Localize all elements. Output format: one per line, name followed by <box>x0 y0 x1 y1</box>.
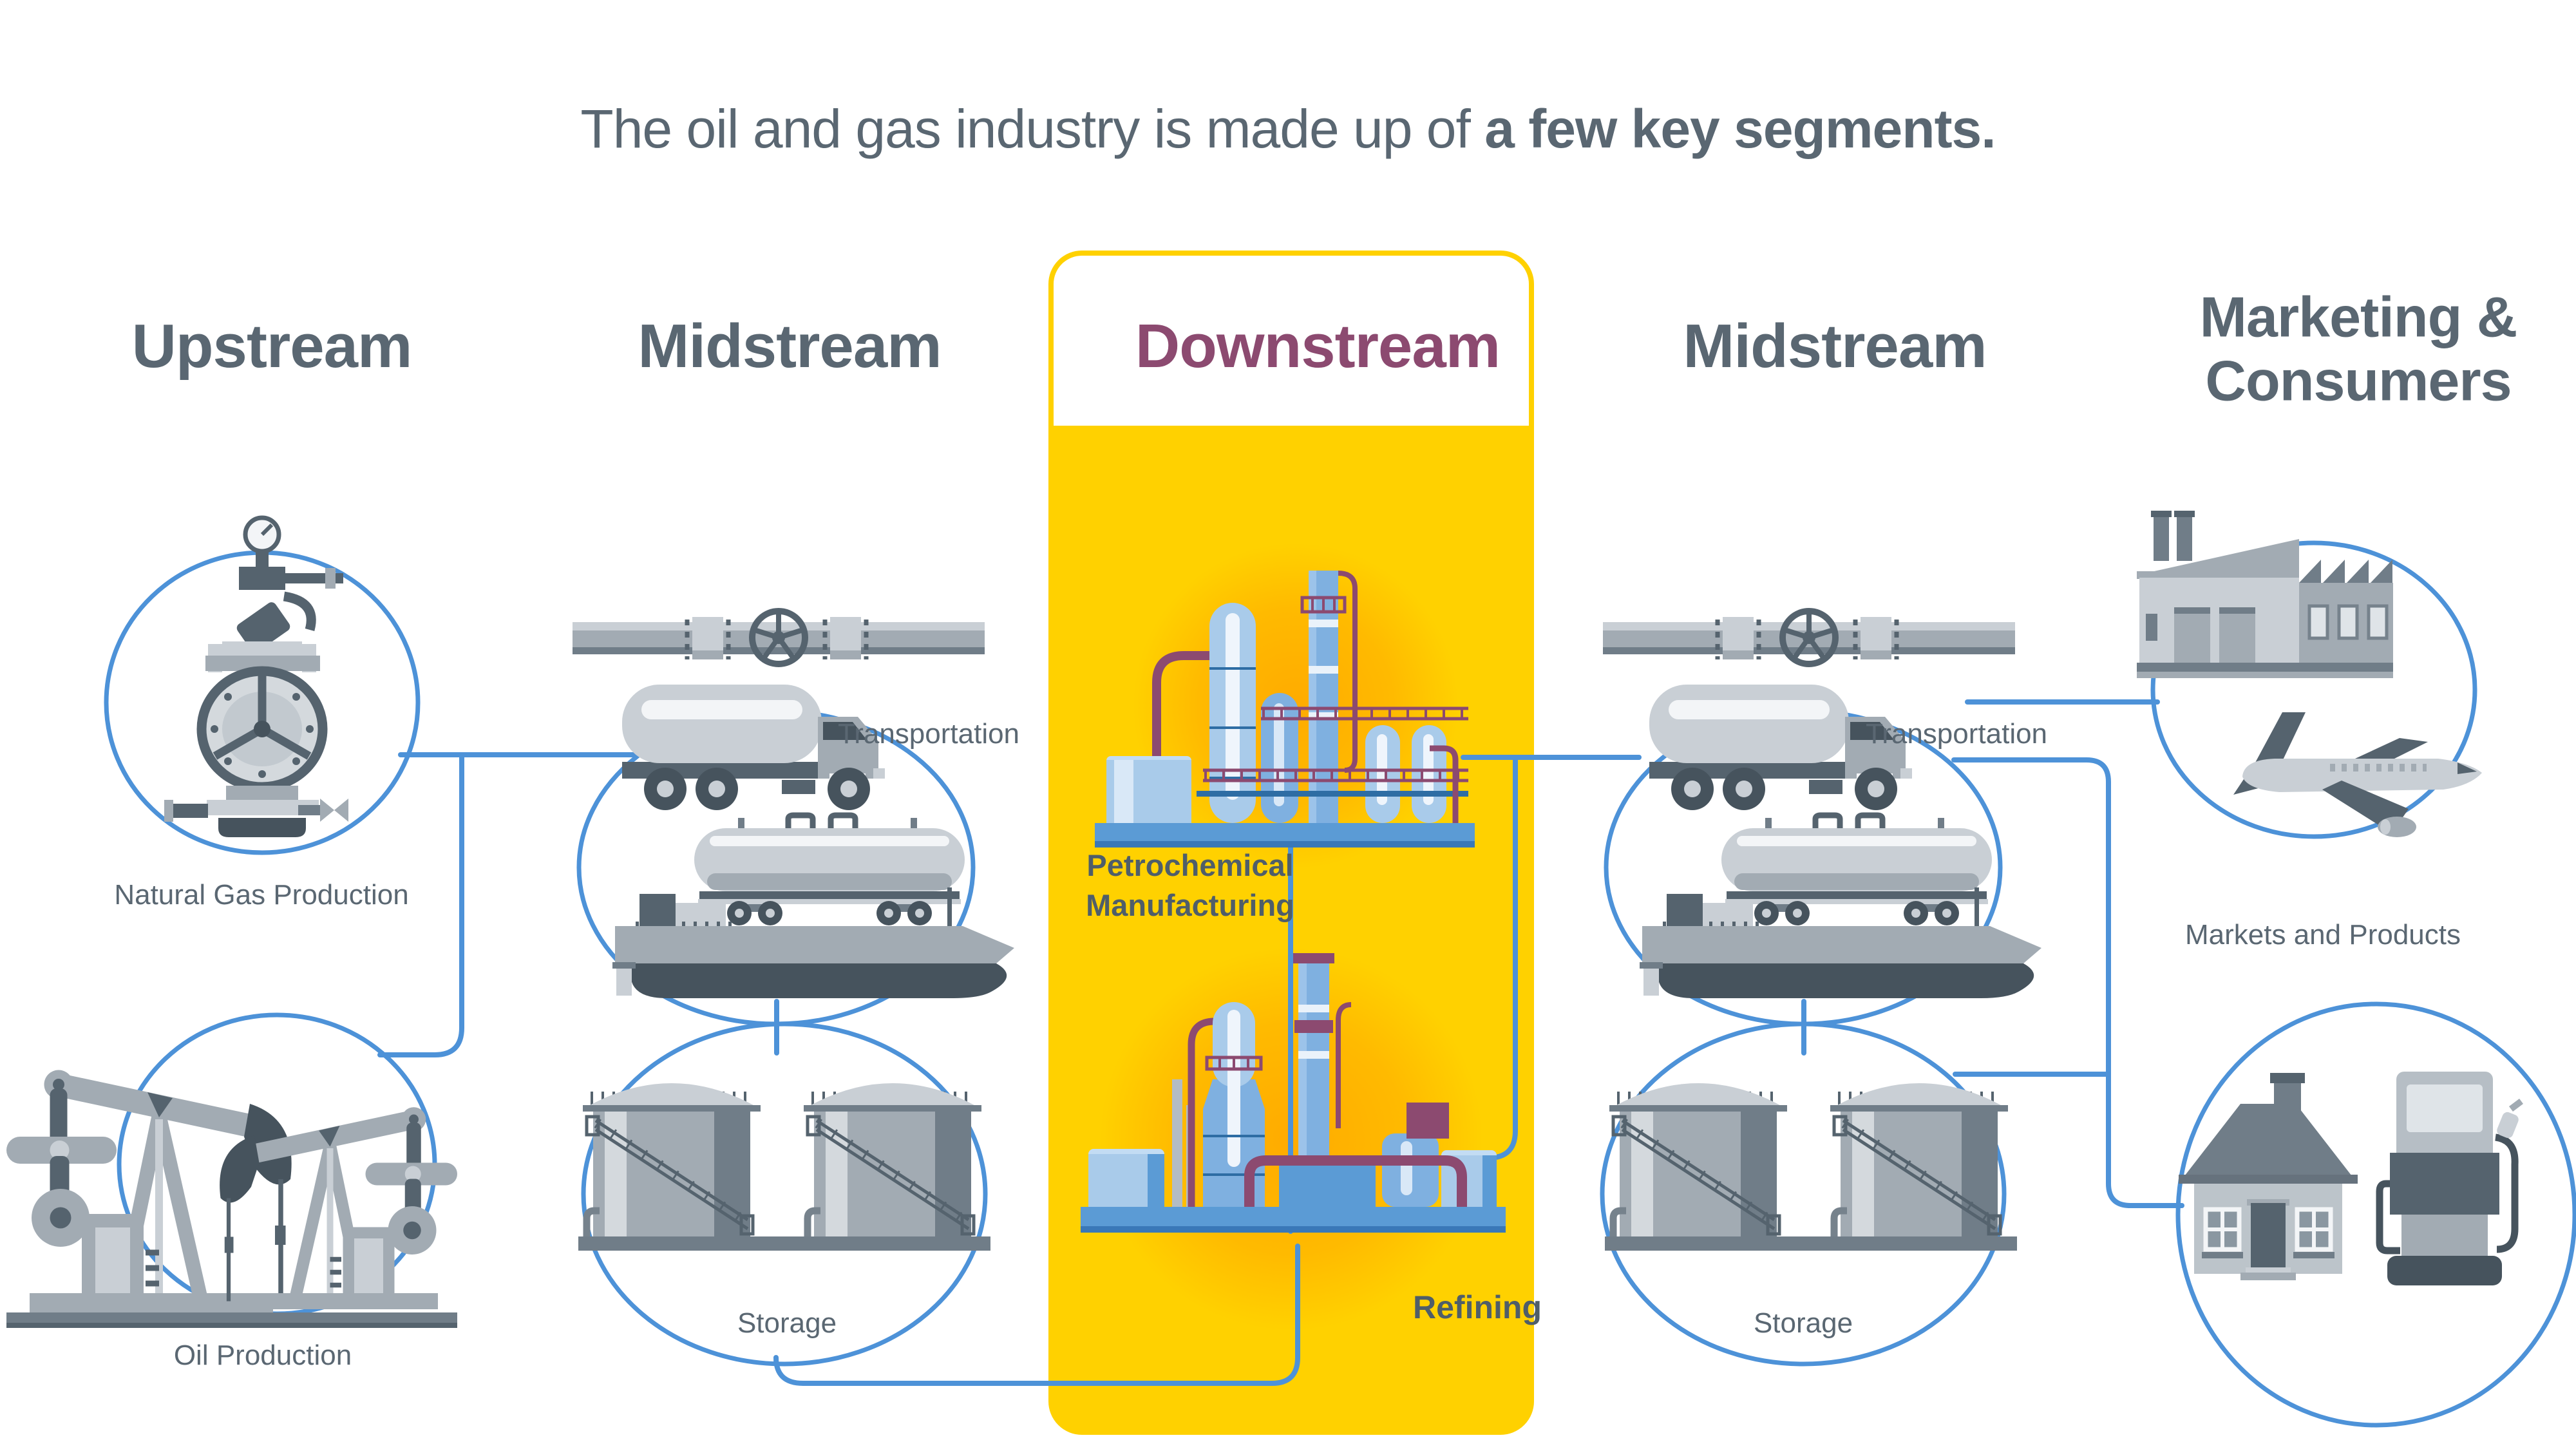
label-storage-left: Storage <box>737 1307 837 1339</box>
heading-downstream: Downstream <box>1135 312 1501 381</box>
heading-marketing-line2: Consumers <box>2205 348 2512 412</box>
label-refining: Refining <box>1413 1289 1542 1325</box>
storage-tanks-icon <box>1605 1056 2017 1257</box>
label-storage-right: Storage <box>1753 1307 1853 1339</box>
factory-icon <box>2137 511 2393 678</box>
page-title-regular: The oil and gas industry is made up of <box>580 99 1485 159</box>
consumers-circle <box>2175 1001 2576 1428</box>
gas-pump-icon <box>2376 1072 2523 1285</box>
heading-marketing-consumers: Marketing & Consumers <box>2199 285 2518 412</box>
tanker-ship-icon <box>1629 884 2041 1016</box>
airplane-icon <box>2233 712 2482 837</box>
pipeline-valve-icon <box>1603 608 2015 667</box>
label-transportation-right: Transportation <box>1865 718 2048 750</box>
page-title: The oil and gas industry is made up of a… <box>0 98 2576 160</box>
tanker-ship-icon <box>602 884 1014 1016</box>
label-petrochemical-line2: Manufacturing <box>1086 888 1294 922</box>
petrochemical-plant-icon <box>1095 571 1475 848</box>
storage-left-circle <box>581 1021 988 1367</box>
pumpjacks-icon <box>6 1005 457 1328</box>
heading-midstream-right: Midstream <box>1683 312 1987 381</box>
label-markets-and-products: Markets and Products <box>2185 919 2461 951</box>
label-petrochemical-line1: Petrochemical <box>1086 848 1294 882</box>
label-petrochemical-manufacturing: Petrochemical Manufacturing <box>1086 846 1294 925</box>
heading-marketing-line1: Marketing & <box>2199 285 2518 349</box>
heading-upstream: Upstream <box>131 312 413 381</box>
label-oil-production: Oil Production <box>173 1340 352 1371</box>
wellhead-icon <box>164 515 348 837</box>
link-transport-to-consumers <box>1951 757 2184 1208</box>
page-title-bold: a few key segments. <box>1484 99 1996 159</box>
label-transportation-left: Transportation <box>837 718 1020 750</box>
link-gas-to-oil <box>377 752 464 1057</box>
house-icon <box>2179 1073 2358 1280</box>
refinery-icon <box>1081 953 1506 1233</box>
pipeline-valve-icon <box>573 608 985 667</box>
storage-tanks-icon <box>578 1056 990 1257</box>
link-storage-to-refining <box>773 1244 1300 1386</box>
label-natural-gas-production: Natural Gas Production <box>114 879 409 911</box>
markets-circle <box>2150 540 2477 839</box>
heading-midstream-left: Midstream <box>638 312 942 381</box>
